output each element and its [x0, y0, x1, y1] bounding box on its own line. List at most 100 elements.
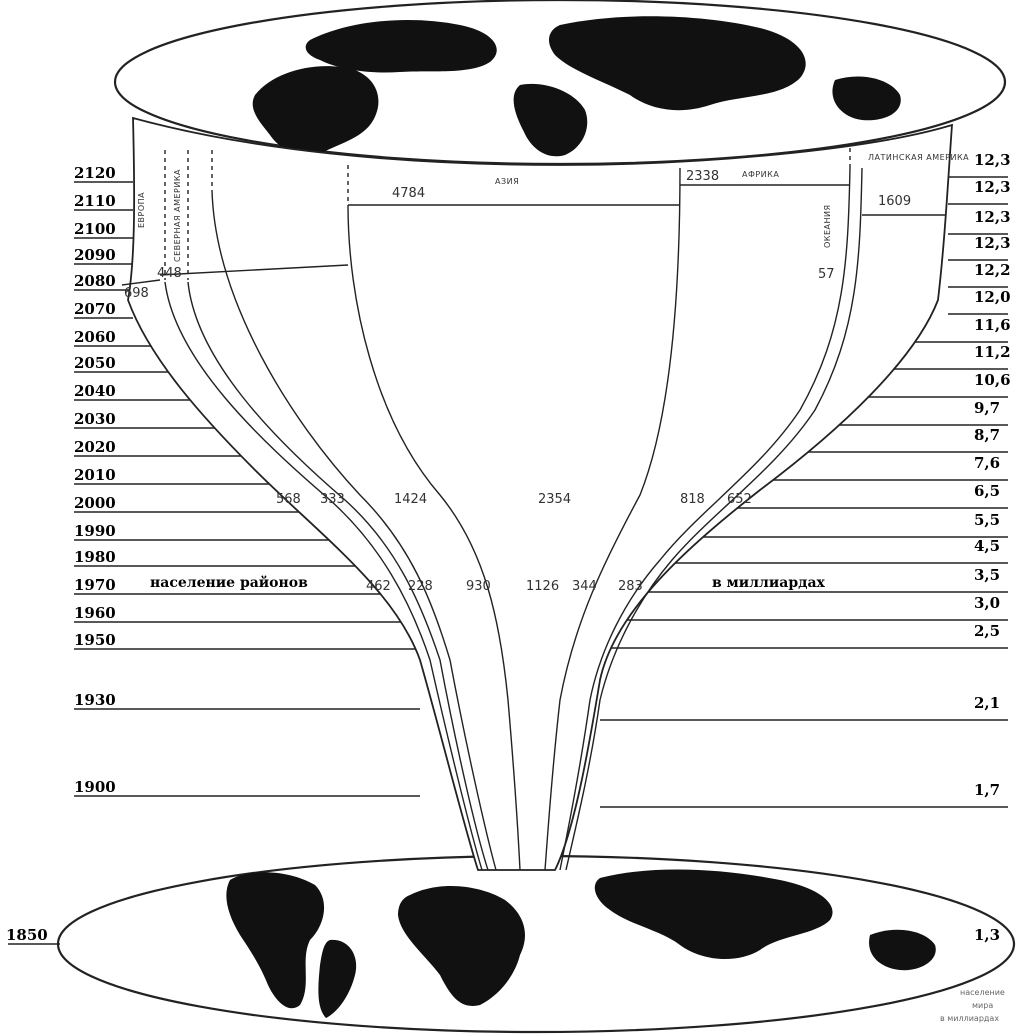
population-label-2110: 12,3 — [974, 178, 1011, 196]
year-label-2020: 2020 — [74, 438, 116, 456]
region-streams — [121, 148, 945, 871]
stream-asia-boundary-right — [544, 167, 681, 871]
year-label-2030: 2030 — [74, 410, 116, 428]
stream-latin-right — [565, 167, 863, 871]
stream-europe-na — [164, 281, 483, 871]
value-region5-2000: 818 — [680, 492, 705, 507]
year-label-1900: 1900 — [74, 778, 116, 796]
population-label-1980: 4,5 — [974, 537, 1000, 555]
population-label-1990: 5,5 — [974, 511, 1000, 529]
population-label-2060: 11,6 — [974, 316, 1011, 334]
region-name-asia: АЗИЯ — [495, 177, 519, 186]
value-region3-1970: 930 — [466, 579, 491, 594]
bottom-continent-americas — [226, 872, 325, 1009]
legend-note-line-3: в миллиардах — [940, 1014, 999, 1023]
population-label-1850: 1,3 — [974, 926, 1000, 944]
funnel-body — [127, 116, 953, 871]
population-label-2050: 11,2 — [974, 343, 1011, 361]
year-label-2000: 2000 — [74, 494, 116, 512]
population-label-1960: 3,0 — [974, 594, 1000, 612]
population-label-2020: 8,7 — [974, 426, 1000, 444]
year-label-1970: 1970 — [74, 576, 116, 594]
top-continent-north — [305, 20, 497, 73]
value-europe-2000: 568 — [276, 492, 301, 507]
legend-note: население мира в миллиардах — [940, 988, 1005, 1023]
top-globe — [114, 0, 1006, 166]
top-continent-americas — [252, 66, 379, 157]
value-na-2000: 333 — [320, 492, 345, 507]
value-region5-1970: 344 — [572, 579, 597, 594]
stream-na-top — [159, 264, 349, 276]
value-latin-2000: 652 — [727, 492, 752, 507]
year-label-1950: 1950 — [74, 631, 116, 649]
population-label-2000: 6,5 — [974, 482, 1000, 500]
value-asia-2120: 4784 — [392, 186, 425, 201]
top-continent-eurasia — [548, 16, 806, 111]
value-latin-1970: 283 — [618, 579, 643, 594]
population-label-1930: 2,1 — [974, 694, 1000, 712]
bottom-continent-africa — [398, 885, 525, 1006]
region-name-latin-america: ЛАТИНСКАЯ АМЕРИКА — [868, 153, 969, 162]
right-caption: в миллиардах — [712, 575, 826, 591]
region-name-north-america: СЕВЕРНАЯ АМЕРИКА — [173, 169, 182, 262]
year-label-2010: 2010 — [74, 466, 116, 484]
year-label-1930: 1930 — [74, 691, 116, 709]
year-label-2080: 2080 — [74, 272, 116, 290]
bottom-continent-australia — [869, 929, 936, 971]
region-name-oceania: ОКЕАНИЯ — [823, 204, 832, 248]
value-oceania-2120: 57 — [818, 267, 835, 282]
year-label-2100: 2100 — [74, 220, 116, 238]
population-label-2090: 12,3 — [974, 234, 1011, 252]
year-label-2050: 2050 — [74, 354, 116, 372]
year-label-2120: 2120 — [74, 164, 116, 182]
value-na-2120: 448 — [157, 266, 182, 281]
year-labels: 1850 1900 1930 1950 1960 1970 1980 1990 2000 2010… — [6, 164, 116, 944]
value-africa-2120: 2338 — [686, 169, 719, 184]
value-europe-2120: 698 — [124, 286, 149, 301]
population-label-1950: 2,5 — [974, 622, 1000, 640]
population-label-2070: 12,0 — [974, 288, 1011, 306]
value-europe-1970: 462 — [366, 579, 391, 594]
bottom-continent-south-america — [318, 939, 357, 1018]
region-values: 698 448 4784 2338 1609 57 568 333 1424 2… — [124, 169, 911, 594]
year-label-2070: 2070 — [74, 300, 116, 318]
population-label-2040: 10,6 — [974, 371, 1011, 389]
stream-asia-left — [211, 189, 497, 871]
value-asia-2000: 2354 — [538, 492, 571, 507]
stream-na-inner — [187, 281, 489, 871]
year-label-2110: 2110 — [74, 192, 116, 210]
year-label-1980: 1980 — [74, 548, 116, 566]
population-label-2080: 12,2 — [974, 261, 1011, 279]
top-continent-africa — [513, 83, 588, 157]
population-label-2120: 12,3 — [974, 151, 1011, 169]
year-label-1990: 1990 — [74, 522, 116, 540]
value-latin-2120: 1609 — [878, 194, 911, 209]
legend-note-line-2: мира — [972, 1001, 993, 1010]
value-na-1970: 228 — [408, 579, 433, 594]
bottom-continent-asia — [594, 869, 833, 960]
population-label-2030: 9,7 — [974, 399, 1000, 417]
year-label-1960: 1960 — [74, 604, 116, 622]
stream-asia-boundary-left — [347, 204, 521, 871]
population-label-1970: 3,5 — [974, 566, 1000, 584]
stream-europe-top — [121, 279, 161, 286]
year-label-2090: 2090 — [74, 246, 116, 264]
stream-latin-left — [559, 167, 851, 871]
left-caption: население районов — [150, 574, 308, 591]
value-region3-2000: 1424 — [394, 492, 427, 507]
population-label-1900: 1,7 — [974, 781, 1000, 799]
population-labels: 1,3 1,7 2,1 2,5 3,0 3,5 4,5 5,5 6,5 7,6 8,7 9,7 10,6… — [974, 151, 1011, 944]
legend-note-line-1: население — [960, 988, 1005, 997]
top-continent-australia — [832, 76, 901, 121]
region-name-europe: ЕВРОПА — [137, 192, 146, 228]
value-asia-1970: 1126 — [526, 579, 559, 594]
year-label-1850: 1850 — [6, 926, 48, 944]
bottom-globe — [56, 854, 1016, 1034]
region-name-africa: АФРИКА — [742, 170, 779, 179]
year-label-2040: 2040 — [74, 382, 116, 400]
year-label-2060: 2060 — [74, 328, 116, 346]
population-label-2100: 12,3 — [974, 208, 1011, 226]
population-label-2010: 7,6 — [974, 454, 1000, 472]
region-names: ЕВРОПА СЕВЕРНАЯ АМЕРИКА АЗИЯ АФРИКА ЛАТИ… — [137, 153, 969, 262]
